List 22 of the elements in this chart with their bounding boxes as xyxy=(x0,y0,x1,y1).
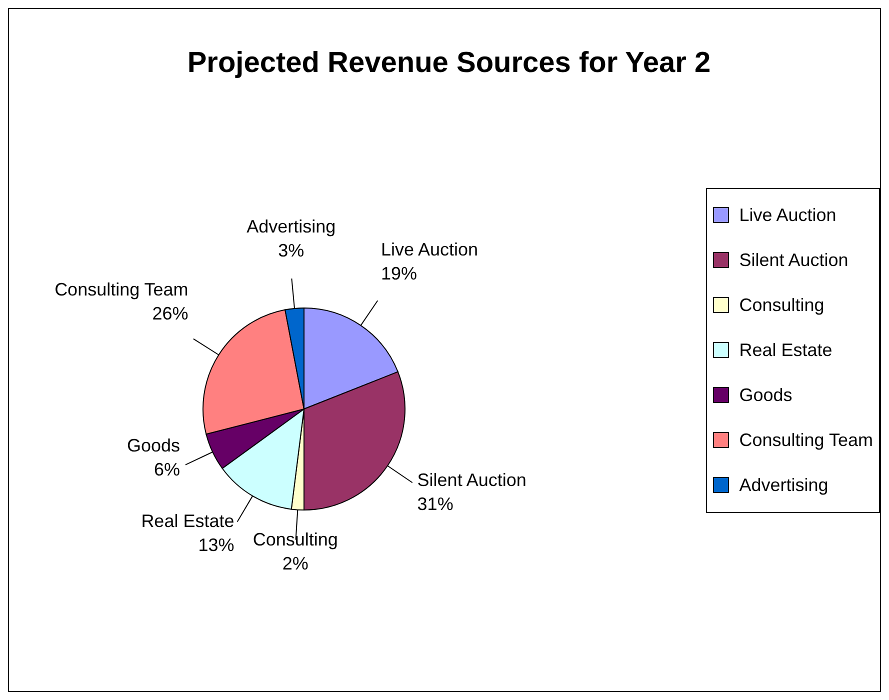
data-label: 3% xyxy=(278,240,304,261)
legend-label: Goods xyxy=(739,384,792,406)
data-label: 31% xyxy=(417,494,454,514)
chart-title: Projected Revenue Sources for Year 2 xyxy=(186,47,712,80)
legend-label: Consulting Team xyxy=(739,430,873,450)
legend-label: Live Auction xyxy=(739,204,836,226)
data-label: 26% xyxy=(152,304,188,324)
data-label: 13% xyxy=(198,534,234,555)
slice-label: Consulting xyxy=(252,530,338,550)
slice-label: Consulting Team xyxy=(54,280,188,300)
legend-label: Advertising xyxy=(739,474,828,496)
slice-label: Advertising xyxy=(246,216,336,237)
legend-label: Silent Auction xyxy=(739,250,848,270)
data-label: 19% xyxy=(381,264,418,284)
legend-label: Real Estate xyxy=(739,340,832,360)
data-label: 2% xyxy=(282,554,308,574)
slice-label: Live Auction xyxy=(381,240,478,260)
slice-label: Silent Auction xyxy=(417,470,526,490)
data-label: 6% xyxy=(154,459,180,480)
slice-label: Goods xyxy=(126,435,180,456)
legend-label: Consulting xyxy=(739,294,824,316)
slice-label: Real Estate xyxy=(141,510,234,531)
